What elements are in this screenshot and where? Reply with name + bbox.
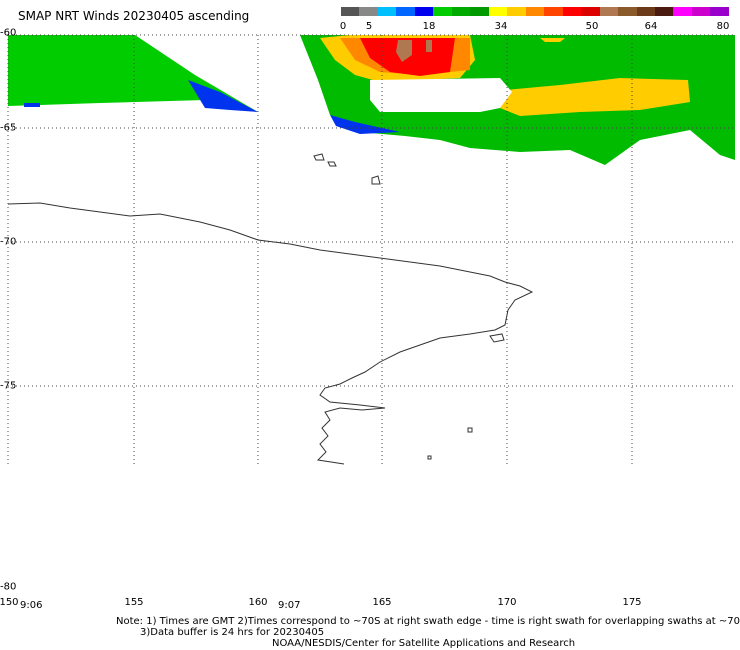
lat-label-75: -75 xyxy=(0,380,17,392)
lat-label-80: -80 xyxy=(0,581,17,593)
colorbar-segment-18 xyxy=(673,7,692,16)
colorbar-tick-34: 34 xyxy=(494,21,508,32)
footnote-line-2: 3)Data buffer is 24 hrs for 20230405 xyxy=(140,627,325,638)
colorbar-tick-0: 0 xyxy=(339,21,347,32)
wind-swath-right xyxy=(300,35,735,165)
footnote-line-1: Note: 1) Times are GMT 2)Times correspon… xyxy=(116,616,740,627)
colorbar-segment-20 xyxy=(710,7,729,16)
colorbar-segment-15 xyxy=(618,7,637,16)
colorbar-tick-5: 5 xyxy=(365,21,373,32)
colorbar-segment-8 xyxy=(488,7,508,16)
colorbar-segment-19 xyxy=(691,7,711,16)
colorbar-segment-12 xyxy=(562,7,582,16)
colorbar-tick-18: 18 xyxy=(422,21,436,32)
colorbar-segment-4 xyxy=(414,7,434,16)
colorbar-tick-64: 64 xyxy=(644,21,658,32)
colorbar-segment-16 xyxy=(636,7,655,16)
colorbar-segment-0 xyxy=(341,7,360,16)
colorbar-tick-80: 80 xyxy=(716,21,730,32)
colorbar-segment-1 xyxy=(359,7,378,16)
colorbar-segment-14 xyxy=(599,7,619,16)
colorbar-segment-2 xyxy=(377,7,397,16)
wind-swath-left xyxy=(8,35,258,112)
colorbar-segment-13 xyxy=(581,7,600,16)
lon-label-160: 160 xyxy=(248,597,268,608)
colorbar-segment-9 xyxy=(507,7,526,16)
lon-label-150: 150 xyxy=(0,597,19,608)
lat-label-70: -70 xyxy=(0,236,17,248)
colorbar-segment-3 xyxy=(396,7,415,16)
lon-label-170: 170 xyxy=(497,597,517,608)
colorbar-segment-6 xyxy=(451,7,471,16)
swath-time-1: 9:06 xyxy=(20,600,43,611)
footnote-line-3: NOAA/NESDIS/Center for Satellite Applica… xyxy=(272,638,576,649)
lon-label-175: 175 xyxy=(622,597,642,608)
wind-speed-colorbar xyxy=(341,7,729,16)
coastline xyxy=(7,153,534,465)
colorbar-segment-7 xyxy=(470,7,489,16)
lat-label-65: -65 xyxy=(0,122,17,134)
colorbar-tick-50: 50 xyxy=(585,21,599,32)
swath-time-2: 9:07 xyxy=(278,600,301,611)
lon-label-155: 155 xyxy=(124,597,144,608)
colorbar-segment-5 xyxy=(433,7,452,16)
colorbar-segment-10 xyxy=(525,7,545,16)
map-title: SMAP NRT Winds 20230405 ascending xyxy=(18,9,250,23)
colorbar-segment-11 xyxy=(544,7,563,16)
lat-label-60: -60 xyxy=(0,27,17,39)
lon-label-165: 165 xyxy=(372,597,392,608)
colorbar-segment-17 xyxy=(654,7,674,16)
